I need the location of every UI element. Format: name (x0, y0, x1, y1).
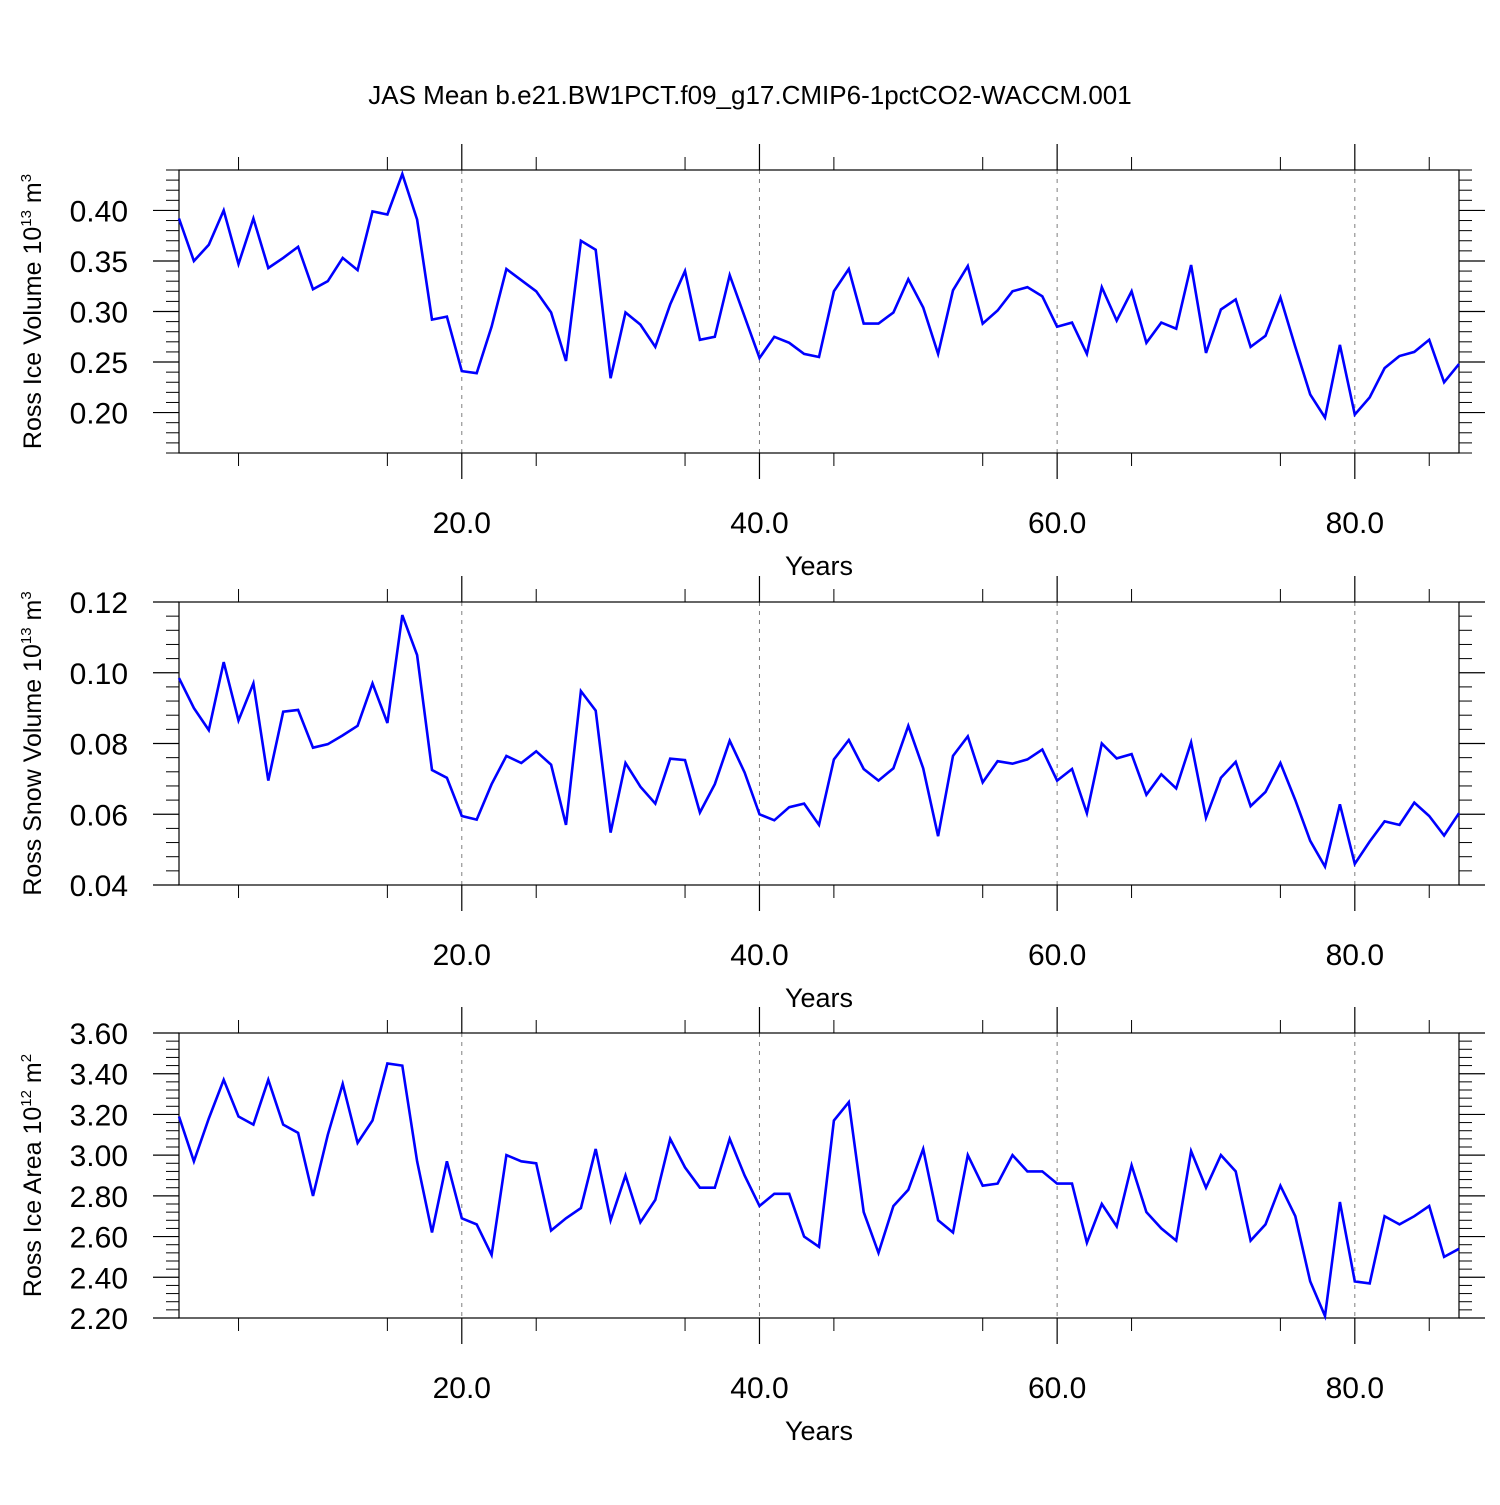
y-tick-label: 2.40 (70, 1262, 128, 1295)
plot-frame (178, 1032, 1460, 1319)
y-tick-label: 2.20 (70, 1303, 128, 1336)
y-tick-label: 2.80 (70, 1181, 128, 1214)
x-tick-label: 20.0 (433, 1372, 491, 1405)
x-tick-label: 20.0 (433, 507, 491, 540)
figure-title: JAS Mean b.e21.BW1PCT.f09_g17.CMIP6-1pct… (368, 80, 1132, 110)
y-tick-label: 0.06 (70, 799, 128, 832)
y-tick-label: 0.20 (70, 398, 128, 431)
y-tick-label: 0.25 (70, 347, 128, 380)
x-tick-label: 80.0 (1326, 507, 1384, 540)
plot-frame (178, 601, 1460, 886)
y-tick-label: 3.00 (70, 1140, 128, 1173)
y-axis-label: Ross Ice Area 1012 m2 (18, 1054, 47, 1297)
x-tick-label: 60.0 (1028, 507, 1086, 540)
x-tick-label: 40.0 (730, 507, 788, 540)
x-tick-label: 40.0 (730, 939, 788, 972)
y-tick-label: 0.40 (70, 195, 128, 228)
panel-2: 20.0 40.0 60.0 80.0 Years 0.04 0.06 0.08 0.10 0.1… (18, 576, 1485, 1013)
series-line (177, 614, 1461, 871)
series-line (177, 1062, 1460, 1321)
y-axis-label: Ross Ice Volume 1013 m3 (18, 174, 47, 449)
y-tick-label: 0.30 (70, 297, 128, 330)
y-tick-label: 0.35 (70, 246, 128, 279)
x-axis-label: Years (785, 983, 853, 1013)
x-axis-label: Years (785, 1416, 853, 1446)
x-tick-label: 80.0 (1326, 939, 1384, 972)
x-axis-label: Years (785, 551, 853, 581)
series-line (177, 170, 1461, 422)
y-tick-label: 3.20 (70, 1099, 128, 1132)
y-tick-label: 0.12 (70, 587, 128, 620)
x-tick-label: 60.0 (1028, 939, 1086, 972)
panel-1: 20.0 40.0 60.0 80.0 Years 0.20 0.25 0.30 0.35 0.4… (18, 144, 1485, 581)
x-tick-label: 60.0 (1028, 1372, 1086, 1405)
panel-3: 20.0 40.0 60.0 80.0 Years 2.20 2.40 2.60 2.80 3.0… (18, 1007, 1485, 1446)
y-tick-label: 0.04 (70, 870, 128, 903)
y-tick-label: 3.60 (70, 1018, 128, 1051)
y-tick-label: 0.10 (70, 658, 128, 691)
y-tick-label: 0.08 (70, 729, 128, 762)
y-tick-label: 3.40 (70, 1059, 128, 1092)
x-tick-label: 40.0 (730, 1372, 788, 1405)
y-axis-label: Ross Snow Volume 1013 m3 (18, 591, 47, 895)
y-tick-label: 2.60 (70, 1222, 128, 1255)
x-tick-label: 80.0 (1326, 1372, 1384, 1405)
x-tick-label: 20.0 (433, 939, 491, 972)
